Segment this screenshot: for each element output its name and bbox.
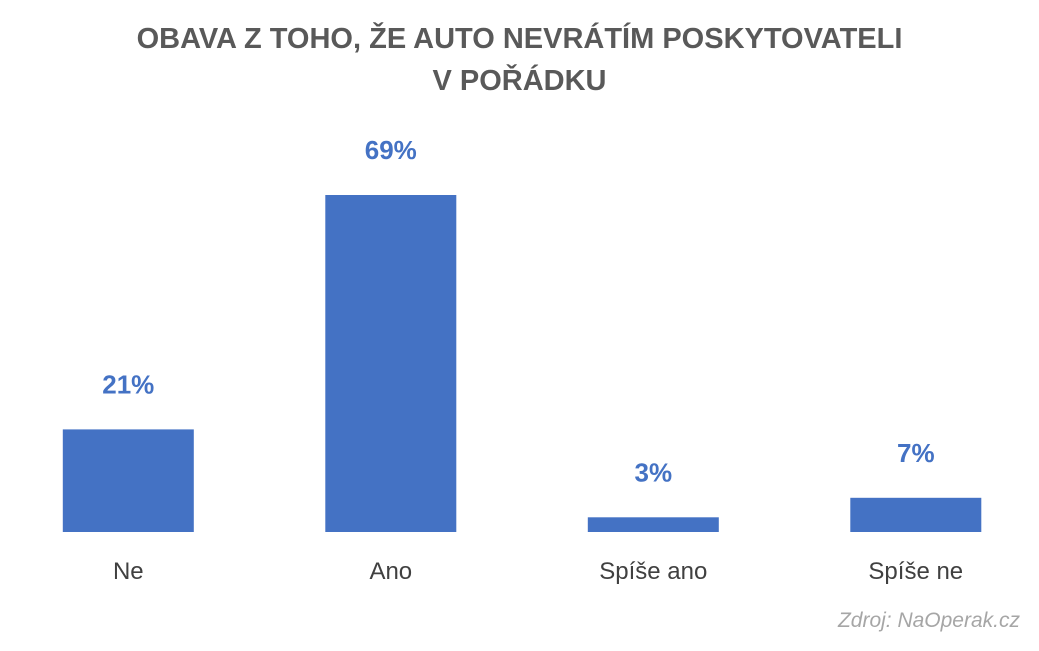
source-note: Zdroj: NaOperak.cz [837, 609, 1020, 632]
chart-title-line-2: V POŘÁDKU [432, 65, 607, 97]
category-label-2: Spíše ano [599, 558, 707, 585]
bar-0 [62, 429, 194, 532]
chart-title: OBAVA Z TOHO, ŽE AUTO NEVRÁTÍM POSKYTOVA… [0, 18, 1039, 102]
chart-title-line-1: OBAVA Z TOHO, ŽE AUTO NEVRÁTÍM POSKYTOVA… [136, 23, 903, 55]
data-label-0: 21% [102, 369, 154, 399]
category-label-0: Ne [113, 558, 144, 585]
bar-2 [587, 517, 719, 532]
category-label-3: Spíše ne [868, 558, 963, 585]
bar-3 [850, 497, 982, 532]
bar-1 [325, 195, 457, 532]
data-label-1: 69% [365, 135, 417, 165]
data-label-2: 3% [635, 457, 673, 487]
category-label-1: Ano [369, 558, 412, 585]
data-label-3: 7% [897, 438, 935, 468]
